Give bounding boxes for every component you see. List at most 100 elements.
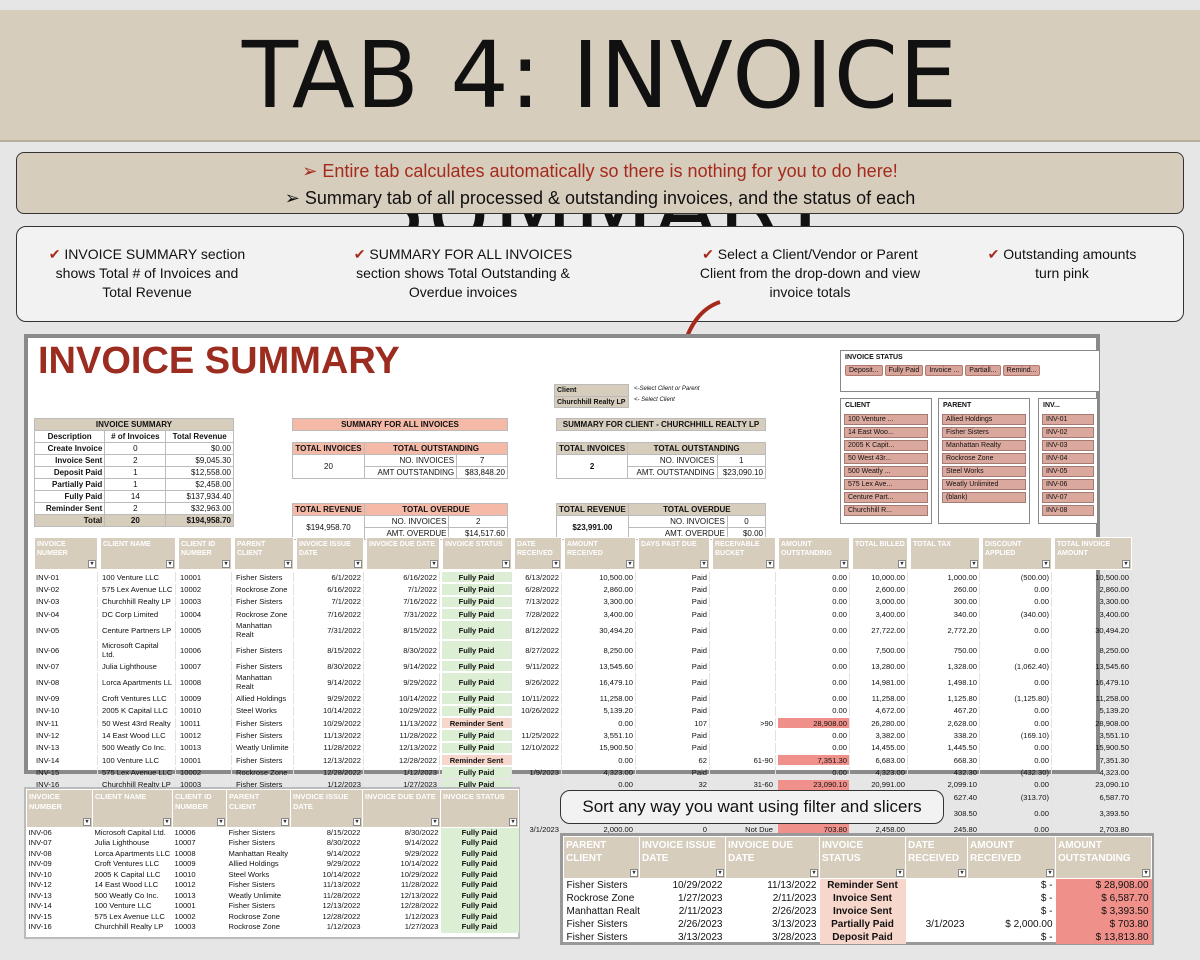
client-dropdown[interactable]: Churchhill Realty LP <box>554 396 629 408</box>
table-row[interactable]: INV-04 DC Corp Limited 10004 Rockrose Zone 7… <box>34 608 1132 620</box>
filter-dropdown-icon[interactable]: ▾ <box>1142 869 1150 877</box>
slicer-item[interactable]: Manhattan Realty <box>942 440 1026 451</box>
filter-dropdown-icon[interactable]: ▾ <box>284 560 292 568</box>
column-header[interactable]: TOTAL BILLED ▾ <box>852 537 908 570</box>
filter-dropdown-icon[interactable]: ▾ <box>430 560 438 568</box>
table-row[interactable]: INV-03 Churchhill Realty LP 10003 Fisher Si… <box>34 596 1132 607</box>
column-header[interactable]: CLIENT NAME ▾ <box>92 789 173 828</box>
table-row[interactable]: INV-12 14 East Wood LLC 10012 Fisher Sister… <box>34 730 1132 741</box>
slicer-item[interactable]: INV-07 <box>1042 492 1094 503</box>
table-row[interactable]: Fisher Sisters 10/29/2022 11/13/2022 Remind… <box>564 878 1152 892</box>
column-header[interactable]: AMOUNT RECEIVED ▾ <box>564 537 636 570</box>
column-header[interactable]: AMOUNT RECEIVED ▾ <box>967 836 1056 879</box>
slicer-item[interactable]: (blank) <box>942 492 1026 503</box>
filter-dropdown-icon[interactable]: ▾ <box>353 818 361 826</box>
column-header[interactable]: PARENT CLIENT ▾ <box>563 836 640 879</box>
filter-dropdown-icon[interactable]: ▾ <box>716 869 724 877</box>
slicer-item[interactable]: INV-02 <box>1042 427 1094 438</box>
slicer-item[interactable]: Invoice ... <box>925 365 964 376</box>
table-row[interactable]: INV-14 100 Venture LLC 10001 Fisher Sisters… <box>27 901 519 912</box>
table-row[interactable]: INV-07 Julia Lighthouse 10007 Fisher Sister… <box>27 838 519 849</box>
filter-dropdown-icon[interactable]: ▾ <box>1046 869 1054 877</box>
table-row[interactable]: INV-13 500 Weatly Co Inc. 10013 Weatly Unli… <box>27 890 519 901</box>
filter-dropdown-icon[interactable]: ▾ <box>281 818 289 826</box>
column-header[interactable]: INVOICE STATUS ▾ <box>442 537 512 570</box>
filter-dropdown-icon[interactable]: ▾ <box>163 818 171 826</box>
filter-dropdown-icon[interactable]: ▾ <box>810 869 818 877</box>
client-slicer[interactable]: CLIENT 100 Venture ... 14 East Woo... 2005… <box>840 398 932 524</box>
filter-dropdown-icon[interactable]: ▾ <box>970 560 978 568</box>
slicer-item[interactable]: INV-05 <box>1042 466 1094 477</box>
table-row[interactable]: INV-15 575 Lex Avenue LLC 10002 Rockrose Zo… <box>34 767 1132 778</box>
filter-dropdown-icon[interactable]: ▾ <box>552 560 560 568</box>
table-row[interactable]: INV-01 100 Venture LLC 10001 Fisher Sisters… <box>34 572 1132 583</box>
filter-dropdown-icon[interactable]: ▾ <box>166 560 174 568</box>
filter-dropdown-icon[interactable]: ▾ <box>509 818 517 826</box>
slicer-item[interactable]: Steel Works <box>942 466 1026 477</box>
column-header[interactable]: INVOICE ISSUE DATE ▾ <box>639 836 726 879</box>
inv-slicer[interactable]: INV... INV-01 INV-02 INV-03 INV-04 INV-05 INV… <box>1038 398 1098 524</box>
slicer-item[interactable]: Centure Part... <box>844 492 928 503</box>
column-header[interactable]: INVOICE NUMBER ▾ <box>26 789 93 828</box>
filter-dropdown-icon[interactable]: ▾ <box>83 818 91 826</box>
column-header[interactable]: CLIENT ID NUMBER ▾ <box>172 789 227 828</box>
slicer-item[interactable]: Weatly Unlimited <box>942 479 1026 490</box>
table-row[interactable]: INV-11 50 West 43rd Realty 10011 Fisher Sis… <box>34 718 1132 729</box>
column-header[interactable]: RECEIVABLE BUCKET ▾ <box>712 537 776 570</box>
slicer-item[interactable]: Fully Paid <box>884 365 924 376</box>
slicer-item[interactable]: Remind... <box>1002 365 1041 376</box>
slicer-item[interactable]: 2005 K Capit... <box>844 440 928 451</box>
column-header[interactable]: INVOICE DUE DATE ▾ <box>725 836 820 879</box>
table-row[interactable]: INV-08 Lorca Apartments LL 10008 Manhattan … <box>34 673 1132 692</box>
column-header[interactable]: TOTAL TAX ▾ <box>910 537 980 570</box>
table-row[interactable]: INV-09 Croft Ventures LLC 10009 Allied Hold… <box>27 859 519 870</box>
slicer-item[interactable]: Fisher Sisters <box>942 427 1026 438</box>
column-header[interactable]: CLIENT ID NUMBER ▾ <box>178 537 232 570</box>
column-header[interactable]: INVOICE ISSUE DATE ▾ <box>290 789 363 828</box>
column-header[interactable]: INVOICE STATUS ▾ <box>819 836 906 879</box>
filter-dropdown-icon[interactable]: ▾ <box>700 560 708 568</box>
table-row[interactable]: INV-07 Julia Lighthouse 10007 Fisher Sister… <box>34 661 1132 672</box>
slicer-item[interactable]: Partiall... <box>965 365 1001 376</box>
slicer-item[interactable]: Allied Holdings <box>942 414 1026 425</box>
slicer-item[interactable]: 575 Lex Ave... <box>844 479 928 490</box>
table-row[interactable]: Manhattan Realty 2/11/2023 2/26/2023 Invoic… <box>564 905 1152 918</box>
column-header[interactable]: INVOICE DUE DATE ▾ <box>366 537 440 570</box>
slicer-item[interactable]: INV-08 <box>1042 505 1094 516</box>
column-header[interactable]: CLIENT NAME ▾ <box>100 537 176 570</box>
filter-dropdown-icon[interactable]: ▾ <box>630 869 638 877</box>
column-header[interactable]: INVOICE ISSUE DATE ▾ <box>296 537 364 570</box>
slicer-item[interactable]: Churchhill R... <box>844 505 928 516</box>
slicer-item[interactable]: INV-04 <box>1042 453 1094 464</box>
filter-dropdown-icon[interactable]: ▾ <box>958 869 966 877</box>
column-header[interactable]: INVOICE DUE DATE ▾ <box>362 789 441 828</box>
filter-dropdown-icon[interactable]: ▾ <box>766 560 774 568</box>
filter-dropdown-icon[interactable]: ▾ <box>354 560 362 568</box>
slicer-item[interactable]: Deposit... <box>845 365 883 376</box>
table-row[interactable]: INV-15 575 Lex Avenue LLC 10002 Rockrose Zo… <box>27 911 519 922</box>
table-row[interactable]: Fisher Sisters 3/13/2023 3/28/2023 Deposit … <box>564 931 1152 944</box>
table-row[interactable]: INV-08 Lorca Apartments LLC 10008 Manhattan… <box>27 848 519 859</box>
column-header[interactable]: INVOICE NUMBER ▾ <box>34 537 98 570</box>
filter-dropdown-icon[interactable]: ▾ <box>217 818 225 826</box>
column-header[interactable]: PARENT CLIENT ▾ <box>226 789 291 828</box>
table-row[interactable]: INV-16 Churchhill Realty LP 10003 Rockrose … <box>27 922 519 933</box>
table-row[interactable]: INV-12 14 East Wood LLC 10012 Fisher Sister… <box>27 880 519 891</box>
slicer-item[interactable]: INV-03 <box>1042 440 1094 451</box>
column-header[interactable]: DATE RECEIVED ▾ <box>514 537 562 570</box>
table-row[interactable]: INV-13 500 Weatly Co Inc. 10013 Weatly Unli… <box>34 742 1132 753</box>
table-row[interactable]: INV-16 Churchhill Realty LP 10003 Fisher Si… <box>34 779 1132 790</box>
column-header[interactable]: DISCOUNT APPLIED ▾ <box>982 537 1052 570</box>
slicer-item[interactable]: Rockrose Zone <box>942 453 1026 464</box>
filter-dropdown-icon[interactable]: ▾ <box>840 560 848 568</box>
column-header[interactable]: AMOUNT OUTSTANDING ▾ <box>778 537 850 570</box>
table-row[interactable]: Rockrose Zone 1/27/2023 2/11/2023 Invoice S… <box>564 892 1152 905</box>
filter-dropdown-icon[interactable]: ▾ <box>1042 560 1050 568</box>
column-header[interactable]: INVOICE STATUS ▾ <box>440 789 519 828</box>
slicer-item[interactable]: 500 Weatly ... <box>844 466 928 477</box>
table-row[interactable]: INV-10 2005 K Capital LLC 10010 Steel Works… <box>34 705 1132 717</box>
table-row[interactable]: INV-14 100 Venture LLC 10001 Fisher Sisters… <box>34 754 1132 766</box>
parent-slicer[interactable]: PARENT Allied Holdings Fisher Sisters Manh… <box>938 398 1030 524</box>
column-header[interactable]: AMOUNT OUTSTANDING ▾ <box>1055 836 1152 879</box>
slicer-item[interactable]: INV-01 <box>1042 414 1094 425</box>
